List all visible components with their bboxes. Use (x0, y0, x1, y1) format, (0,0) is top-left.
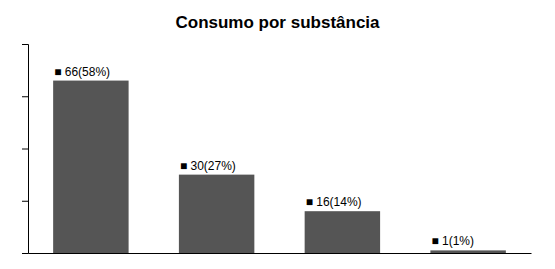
y-tick-mark (22, 96, 28, 97)
y-tick (22, 201, 28, 202)
bars (53, 81, 506, 253)
y-tick (22, 253, 28, 254)
data-label: ■ 16(14%) (306, 195, 362, 209)
y-tick (22, 149, 28, 150)
chart-title: Consumo por substância (175, 13, 380, 32)
data-label: ■ 1(1%) (431, 234, 474, 248)
data-label: ■ 30(27%) (180, 159, 236, 173)
y-tick-mark (22, 253, 28, 254)
y-axis-line (22, 45, 29, 254)
bar (430, 250, 505, 253)
y-tick (22, 44, 28, 45)
bar (179, 175, 254, 253)
bar (53, 81, 128, 253)
y-tick-mark (22, 44, 28, 45)
chart-container: Consumo por substância ■ 66(58%) ■ 30(27%)… (0, 0, 555, 269)
y-tick-mark (22, 201, 28, 202)
plot-area: ■ 66(58%) ■ 30(27%) ■ 16(14%) ■ 1(1%) (22, 45, 532, 254)
x-axis (29, 253, 532, 254)
data-labels: ■ 66(58%) ■ 30(27%) ■ 16(14%) ■ 1(1%) (54, 65, 474, 249)
data-label: ■ 66(58%) (54, 65, 110, 79)
x-axis-line (29, 253, 532, 254)
y-tick-mark (22, 149, 28, 150)
y-tick (22, 96, 28, 97)
chart-svg: Consumo por substância ■ 66(58%) ■ 30(27%)… (0, 0, 555, 269)
y-axis (22, 45, 29, 254)
bar (305, 211, 380, 253)
